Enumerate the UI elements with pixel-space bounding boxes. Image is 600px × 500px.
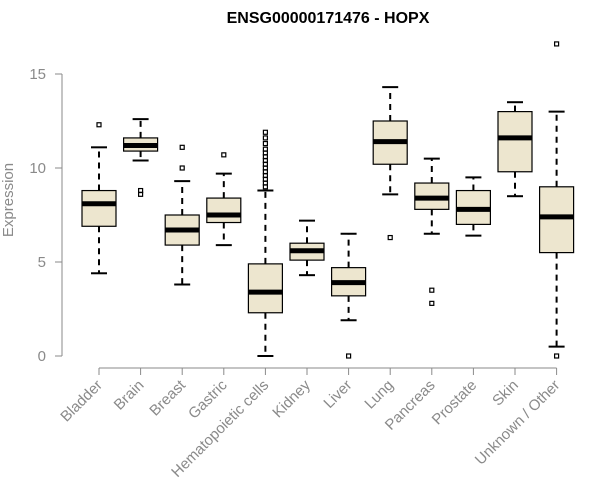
box-iqr bbox=[81, 189, 117, 227]
x-tick-label: Prostate bbox=[429, 377, 481, 429]
x-tick-label: Brain bbox=[111, 377, 148, 414]
box-group bbox=[206, 152, 242, 247]
outlier-point bbox=[138, 187, 144, 194]
box-group bbox=[331, 232, 367, 359]
outlier-point bbox=[387, 234, 393, 241]
x-tick-label: Bladder bbox=[57, 377, 106, 426]
outlier-point bbox=[96, 122, 102, 128]
box-group bbox=[81, 122, 117, 275]
y-tick-label: 0 bbox=[38, 348, 46, 365]
outlier-point bbox=[262, 146, 268, 152]
x-tick-label: Lung bbox=[361, 377, 397, 413]
box-group bbox=[247, 129, 283, 357]
box-iqr bbox=[538, 186, 575, 254]
x-tick-label: Breast bbox=[146, 376, 189, 419]
box-group bbox=[414, 157, 450, 306]
box-iqr bbox=[206, 197, 242, 224]
outlier-point bbox=[262, 135, 268, 141]
box-group bbox=[122, 118, 159, 197]
x-tick-label: Kidney bbox=[269, 376, 314, 421]
outlier-point bbox=[179, 144, 185, 150]
box-group bbox=[455, 176, 491, 237]
outlier-point bbox=[553, 41, 560, 47]
x-tick-label: Skin bbox=[489, 377, 522, 410]
y-tick-label: 15 bbox=[29, 66, 46, 83]
box-group bbox=[497, 101, 533, 198]
box-iqr bbox=[497, 110, 533, 173]
outlier-point bbox=[553, 353, 560, 359]
x-tick-label: Liver bbox=[320, 377, 355, 412]
outlier-point bbox=[262, 140, 268, 147]
outlier-point bbox=[429, 300, 435, 306]
box-group bbox=[372, 86, 408, 241]
box-group bbox=[289, 219, 325, 277]
box-iqr bbox=[247, 263, 283, 314]
box-group bbox=[164, 144, 200, 286]
chart-title: ENSG00000171476 - HOPX bbox=[227, 10, 430, 27]
outlier-point bbox=[346, 353, 352, 359]
outlier-point bbox=[221, 152, 227, 158]
outlier-point bbox=[262, 129, 268, 135]
y-tick-label: 5 bbox=[38, 254, 46, 271]
outlier-point bbox=[429, 287, 435, 293]
outlier-point bbox=[179, 165, 185, 171]
y-axis: 0 5 10 15 bbox=[29, 66, 63, 365]
box-series bbox=[81, 41, 575, 359]
box-group bbox=[538, 41, 575, 359]
y-tick-label: 10 bbox=[29, 160, 46, 177]
y-axis-label: Expression bbox=[0, 163, 17, 237]
